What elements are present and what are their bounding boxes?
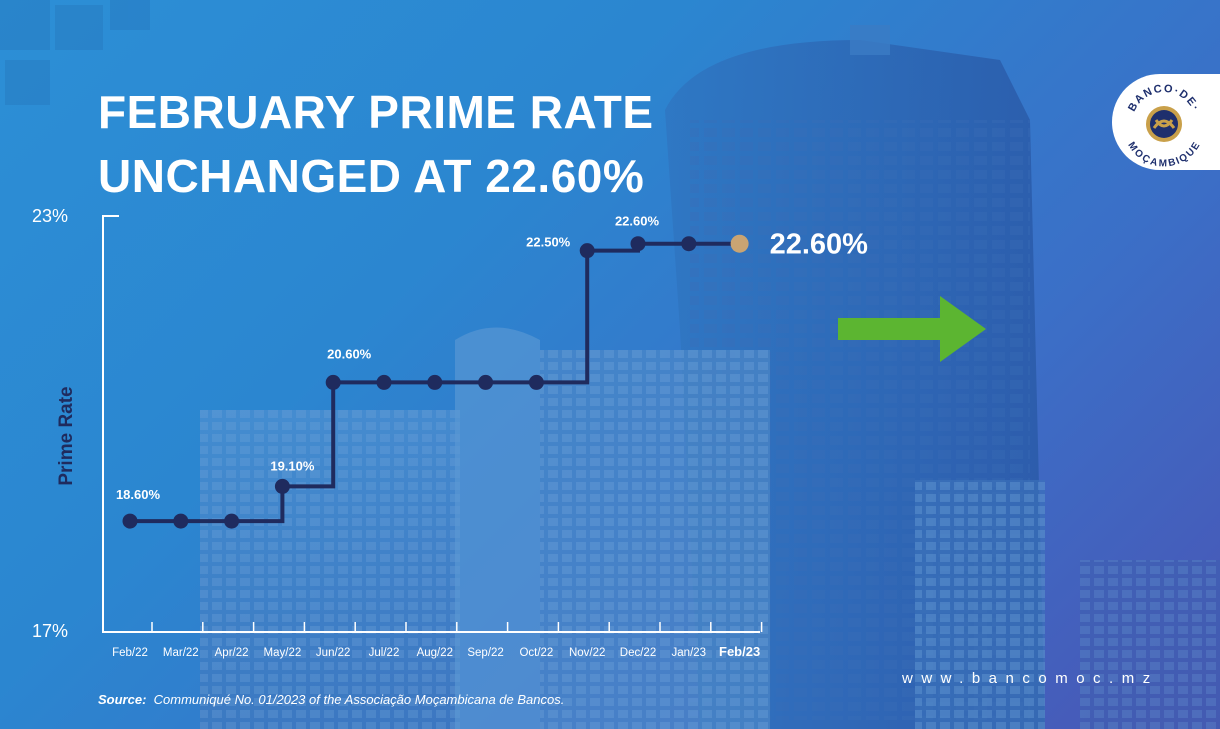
y-tick-label: 23%: [32, 206, 68, 226]
data-point: [274, 478, 290, 494]
data-label: 22.60%: [615, 214, 660, 229]
data-point: [579, 243, 595, 259]
data-point: [427, 374, 443, 390]
data-label: 18.60%: [116, 487, 161, 502]
data-point: [478, 374, 494, 390]
data-point: [528, 374, 544, 390]
data-point: [376, 374, 392, 390]
data-point: [681, 236, 697, 252]
chart-labels: 18.60% 19.10% 20.60% 22.50% 22.60% 22.60%: [116, 214, 868, 502]
x-tick-label: Feb/22: [112, 647, 148, 659]
website-url: www.bancomoc.mz: [902, 670, 1159, 687]
y-axis-title: Prime Rate: [56, 386, 77, 485]
highlight-label: 22.60%: [770, 229, 869, 261]
chart-axes: Feb/22 Mar/22 Apr/22 May/22 Jun/22 Jul/22 Aug/…: [32, 206, 763, 659]
y-tick-label: 17%: [32, 621, 68, 641]
x-tick-label: Dec/22: [620, 647, 656, 659]
x-tick-label: May/22: [264, 647, 302, 659]
x-tick-label: Apr/22: [215, 647, 249, 659]
x-tick-label: Sep/22: [467, 647, 503, 659]
headline: FEBRUARY PRIME RATE UNCHANGED AT 22.60%: [98, 80, 654, 208]
chart-series: [122, 234, 749, 529]
data-point: [325, 374, 341, 390]
highlight-point: [730, 234, 749, 253]
source-label: Source:: [98, 692, 147, 707]
data-label: 19.10%: [270, 458, 315, 473]
headline-line-1: FEBRUARY PRIME RATE: [98, 86, 654, 138]
x-tick-label: Feb/23: [719, 644, 760, 659]
x-tick-label: Nov/22: [569, 647, 605, 659]
data-label: 20.60%: [327, 346, 372, 361]
x-tick-label: Aug/22: [417, 647, 453, 659]
data-point: [173, 513, 189, 529]
source-text: Communiqué No. 01/2023 of the Associação…: [153, 692, 565, 707]
source-note: Source: Communiqué No. 01/2023 of the As…: [98, 692, 564, 707]
data-label: 22.50%: [526, 235, 571, 250]
banco-de-mocambique-logo: BANCO·DE· MOÇAMBIQUE: [1112, 74, 1220, 170]
x-tick-label: Oct/22: [519, 647, 553, 659]
data-point: [122, 513, 138, 529]
logo-seal: BANCO·DE· MOÇAMBIQUE: [1125, 83, 1202, 170]
data-point: [630, 236, 646, 252]
headline-line-2: UNCHANGED AT 22.60%: [98, 150, 645, 202]
right-arrow-icon: [838, 296, 986, 362]
axis-lines: [102, 215, 760, 633]
x-tick-label: Jul/22: [369, 647, 400, 659]
x-tick-label: Jun/22: [316, 647, 351, 659]
data-point: [224, 513, 240, 529]
x-tick-label: Mar/22: [163, 647, 199, 659]
x-tick-label: Jan/23: [672, 647, 707, 659]
